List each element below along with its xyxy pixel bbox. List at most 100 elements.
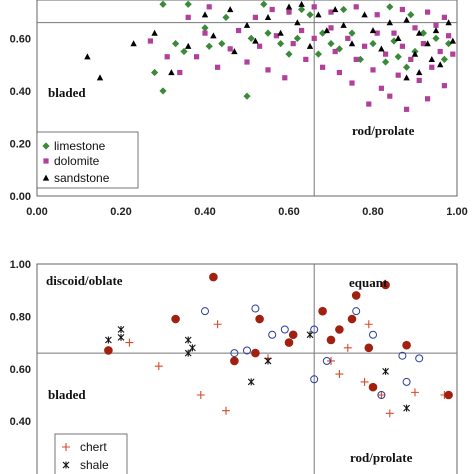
- data-point: [168, 69, 175, 76]
- y-tick-label: 0.60: [10, 364, 31, 376]
- data-point: [385, 409, 394, 418]
- data-point: [399, 6, 405, 13]
- data-point: [264, 13, 272, 20]
- data-point: [403, 16, 410, 23]
- data-point: [117, 326, 125, 333]
- data-point: [205, 42, 213, 50]
- data-point: [255, 314, 264, 324]
- data-point: [383, 51, 389, 57]
- data-point: [285, 50, 293, 58]
- data-point: [364, 343, 374, 353]
- legend-box-top: [36, 131, 139, 189]
- data-point: [185, 14, 191, 20]
- data-point: [420, 41, 426, 47]
- data-point: [432, 34, 440, 42]
- data-point: [343, 343, 352, 352]
- data-point: [369, 27, 377, 34]
- data-point: [335, 325, 344, 334]
- data-point: [252, 37, 259, 44]
- data-point: [252, 14, 258, 20]
- data-point: [247, 378, 255, 386]
- legend-marker-shale: [62, 461, 70, 469]
- data-point: [201, 24, 209, 32]
- data-point: [326, 335, 336, 345]
- data-point: [244, 59, 250, 65]
- data-point: [348, 29, 356, 37]
- data-point: [352, 307, 361, 316]
- data-point: [222, 13, 230, 21]
- legend-label-limestone: limestone: [54, 139, 106, 153]
- data-point: [332, 6, 339, 13]
- region-label-equant: equant: [349, 275, 388, 290]
- data-point: [210, 32, 217, 39]
- data-point: [172, 40, 180, 48]
- data-point: [222, 406, 230, 415]
- region-label-rod-prolate-bottom: rod/prolate: [350, 450, 413, 465]
- data-point: [247, 34, 255, 42]
- data-point: [381, 280, 390, 290]
- legend-bottom: chert shale: [54, 433, 128, 474]
- data-point: [177, 69, 183, 76]
- data-point: [171, 314, 180, 324]
- data-point: [286, 9, 292, 15]
- data-point: [319, 29, 327, 37]
- data-point: [382, 367, 389, 375]
- data-point: [306, 42, 314, 49]
- data-point: [432, 27, 440, 34]
- data-point: [310, 375, 319, 384]
- data-point: [236, 27, 242, 34]
- data-point: [285, 3, 293, 10]
- y-tick-label: 0.40: [10, 86, 31, 98]
- data-point: [368, 382, 378, 392]
- data-point: [374, 30, 380, 36]
- data-point: [441, 14, 447, 20]
- data-point: [353, 4, 359, 10]
- data-point: [327, 40, 335, 48]
- data-point: [201, 307, 209, 316]
- data-point: [154, 362, 163, 371]
- data-point: [411, 50, 419, 57]
- data-point: [320, 64, 326, 70]
- data-point: [243, 21, 251, 28]
- data-point: [382, 58, 390, 66]
- data-point: [201, 11, 209, 18]
- data-point: [290, 41, 296, 47]
- legend-markers-bottom: [62, 443, 70, 469]
- data-point: [419, 29, 427, 37]
- data-point: [209, 272, 218, 282]
- data-point: [298, 0, 305, 7]
- data-point: [353, 56, 359, 62]
- data-point: [299, 27, 305, 34]
- data-point: [415, 354, 424, 363]
- data-point: [403, 404, 410, 412]
- data-point: [356, 55, 364, 63]
- data-point: [230, 349, 239, 358]
- data-point: [273, 33, 279, 39]
- data-point: [445, 40, 453, 48]
- data-point: [386, 3, 394, 11]
- data-point: [230, 356, 239, 366]
- y-tick-label: 1.00: [10, 259, 31, 271]
- data-point: [311, 35, 317, 41]
- data-point: [391, 30, 397, 36]
- data-point: [370, 67, 376, 73]
- data-point: [322, 356, 331, 365]
- data-point: [315, 11, 322, 18]
- data-point: [164, 54, 170, 60]
- data-point: [196, 391, 205, 399]
- data-point: [328, 9, 334, 15]
- data-point: [180, 47, 188, 56]
- data-point: [377, 391, 386, 399]
- data-point: [390, 37, 398, 45]
- data-point: [96, 74, 104, 81]
- chart-top: 0.00 0.20 0.40 0.60 0.00 0.20 0.40 0.60 0.80 1.0…: [10, 0, 468, 218]
- data-point: [282, 75, 288, 81]
- data-point: [213, 320, 222, 329]
- data-point: [159, 0, 167, 8]
- y-tick-label: 0.40: [10, 416, 31, 428]
- data-point: [327, 356, 335, 365]
- data-point: [184, 349, 192, 357]
- data-point: [340, 5, 348, 14]
- legend-label-sandstone: sandstone: [54, 171, 110, 185]
